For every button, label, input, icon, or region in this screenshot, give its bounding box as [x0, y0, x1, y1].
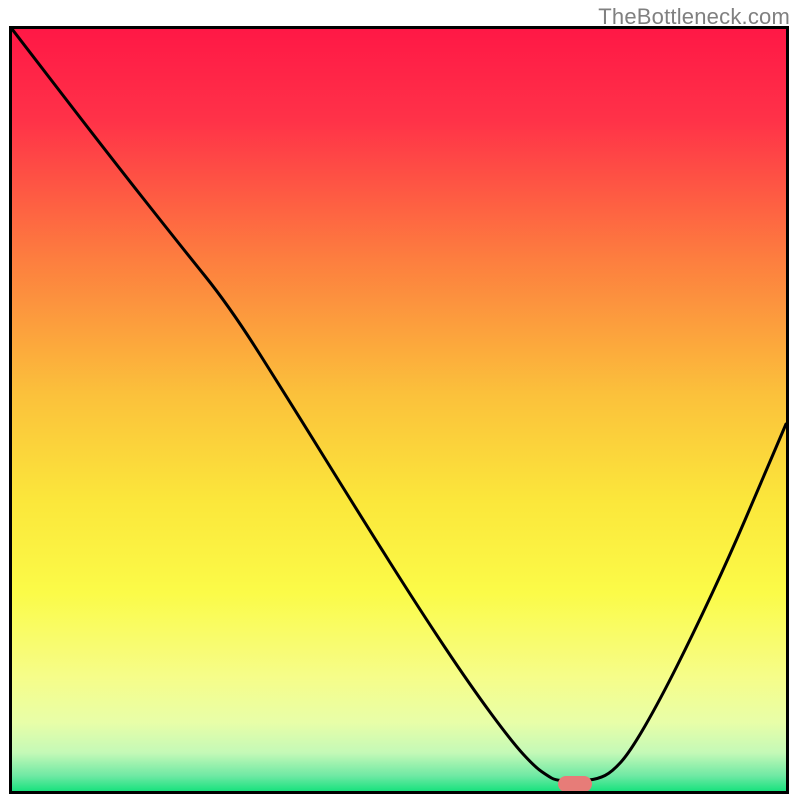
chart-root: { "watermark": { "text": "TheBottleneck.… [0, 0, 800, 800]
chart-frame [9, 26, 789, 794]
